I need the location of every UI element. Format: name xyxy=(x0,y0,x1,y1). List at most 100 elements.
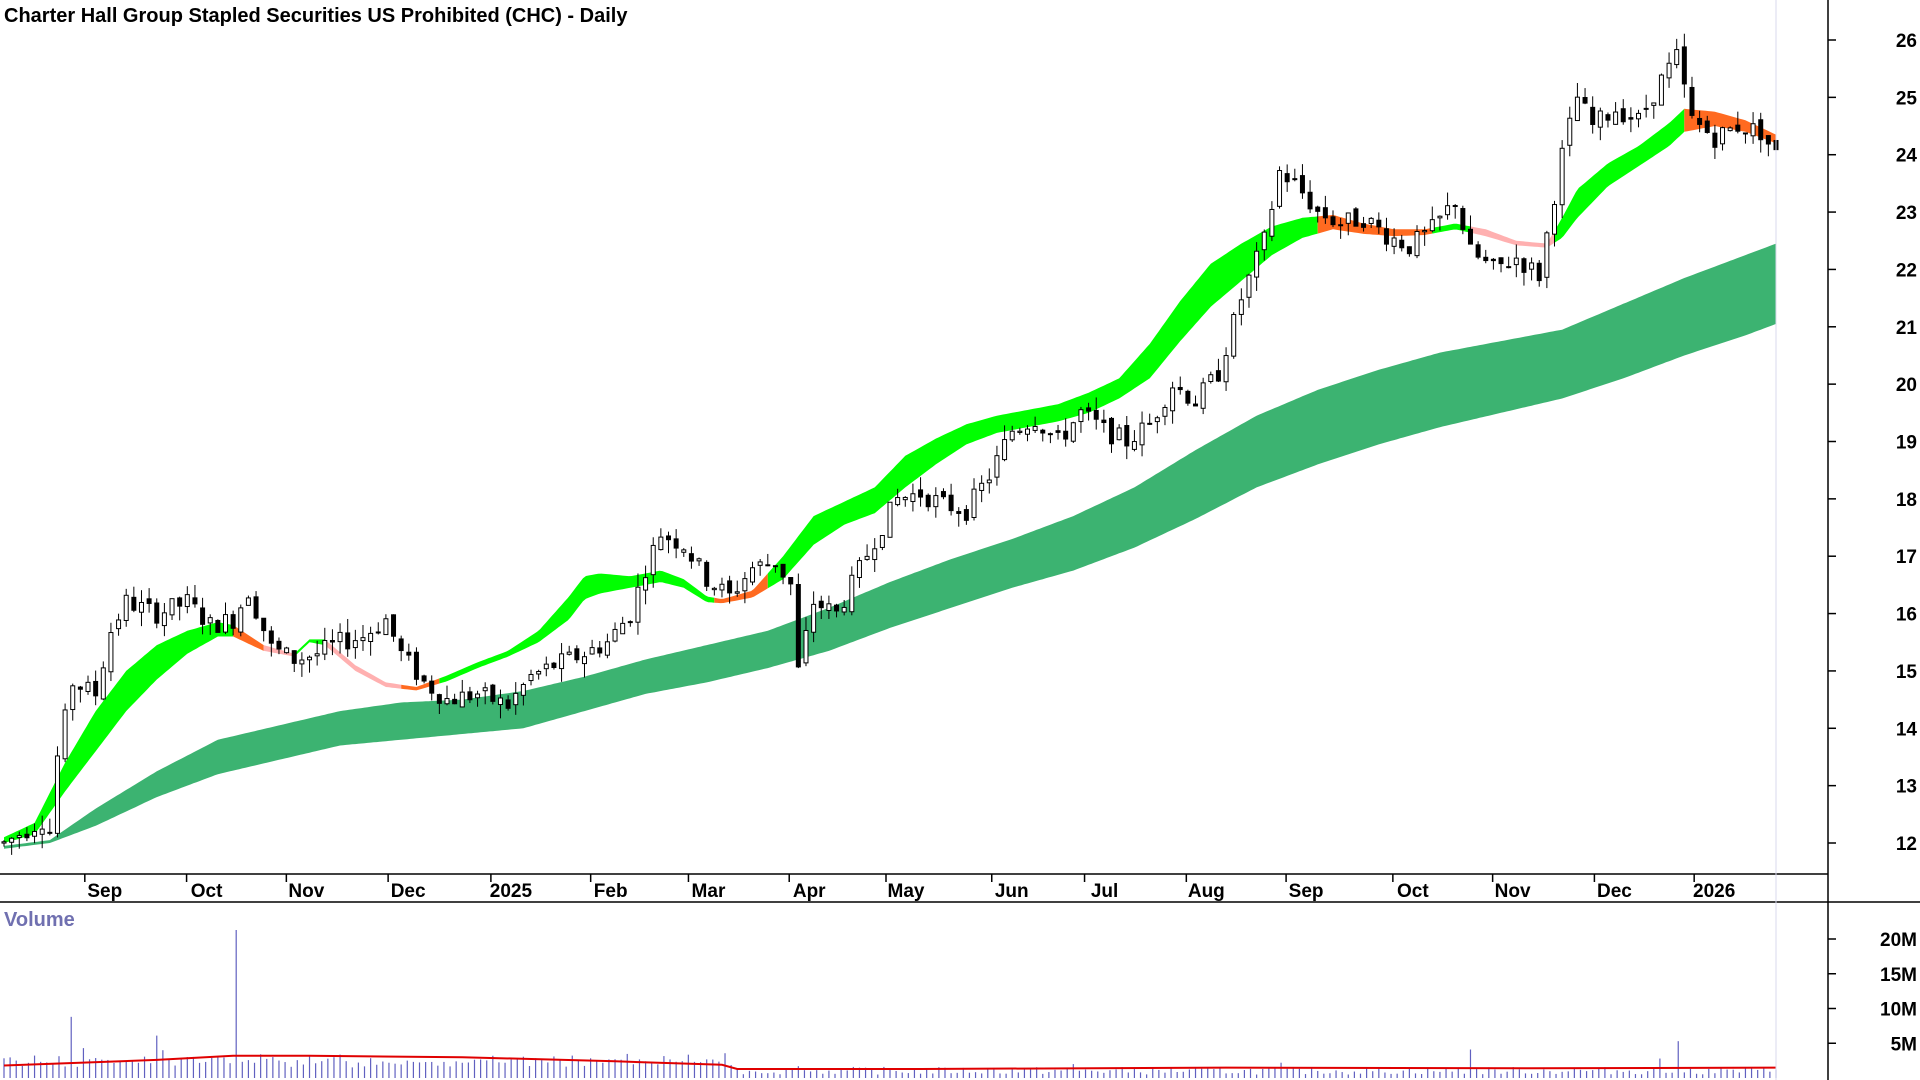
candle-body xyxy=(352,640,358,649)
candle-body xyxy=(1284,173,1290,183)
candle-body xyxy=(1406,246,1412,255)
candle-body xyxy=(207,617,213,624)
candle-body xyxy=(1047,433,1053,436)
candle-body xyxy=(688,553,694,562)
short-term-band-segment xyxy=(324,639,402,689)
short-term-band-segment xyxy=(4,622,234,843)
candle-body xyxy=(1643,107,1649,110)
candle-body xyxy=(1559,147,1565,206)
candle-body xyxy=(9,837,15,843)
candle-body xyxy=(513,692,519,706)
candle-body xyxy=(47,831,53,834)
candle-body xyxy=(1154,417,1160,423)
candle-body xyxy=(62,709,68,760)
candle-body xyxy=(1613,111,1619,125)
candle-body xyxy=(979,482,985,491)
candle-body xyxy=(1666,62,1672,79)
candle-body xyxy=(329,640,335,643)
x-tick-label: 2025 xyxy=(490,881,533,902)
candle-body xyxy=(627,621,633,624)
candle-body xyxy=(1002,439,1008,461)
candle-body xyxy=(1055,430,1061,433)
candle-body xyxy=(1383,228,1389,245)
candle-body xyxy=(948,494,954,512)
x-tick-label: 2026 xyxy=(1693,881,1735,902)
candle-body xyxy=(528,673,534,682)
candle-body xyxy=(872,548,878,561)
candle-body xyxy=(834,604,840,612)
candle-body xyxy=(666,535,671,541)
candle-body xyxy=(1223,355,1229,383)
candle-body xyxy=(391,614,397,637)
candle-body xyxy=(620,622,626,635)
candle-body xyxy=(1651,102,1657,106)
candle-body xyxy=(1330,216,1336,226)
candle-body xyxy=(803,630,809,664)
candle-body xyxy=(161,612,167,627)
candle-body xyxy=(971,488,977,519)
candle-body xyxy=(887,501,893,538)
candle-body xyxy=(16,835,22,839)
candle-body xyxy=(475,693,481,699)
candle-body xyxy=(1467,228,1473,245)
candle-body xyxy=(1758,119,1764,141)
candle-body xyxy=(490,684,496,702)
candle-body xyxy=(1170,387,1176,412)
candle-body xyxy=(253,596,259,619)
price-tick-label: 12 xyxy=(1896,834,1917,855)
short-term-band-segment xyxy=(439,570,715,684)
x-tick-label: Nov xyxy=(288,881,324,902)
x-tick-label: Jun xyxy=(995,881,1029,902)
candle-body xyxy=(566,651,572,655)
candle-body xyxy=(54,755,60,834)
candle-body xyxy=(146,598,152,604)
candle-body xyxy=(635,586,641,623)
candle-body xyxy=(1070,422,1076,442)
candle-body xyxy=(1452,205,1458,208)
candle-body xyxy=(398,638,404,652)
candle-body xyxy=(795,584,801,668)
candle-body xyxy=(1620,108,1626,123)
candle-body xyxy=(337,631,343,643)
candle-body xyxy=(1109,417,1114,445)
candle-body xyxy=(1376,219,1382,228)
candle-body xyxy=(108,632,114,673)
candle-body xyxy=(1422,229,1428,233)
candle-body xyxy=(268,630,274,644)
candle-body xyxy=(1246,274,1252,298)
candle-body xyxy=(536,670,542,675)
candle-body xyxy=(169,598,175,616)
candle-body xyxy=(589,647,595,655)
candle-body xyxy=(1017,430,1023,433)
candle-body xyxy=(1086,407,1092,412)
short-term-band-segment xyxy=(1554,108,1685,243)
candle-body xyxy=(1460,208,1466,230)
candle-body xyxy=(750,567,756,583)
candle-body xyxy=(1116,427,1122,441)
candle-body xyxy=(1024,428,1030,435)
candle-body xyxy=(299,659,305,665)
price-tick-label: 24 xyxy=(1896,146,1918,167)
x-tick-label: Oct xyxy=(191,881,223,902)
x-tick-label: Dec xyxy=(391,881,426,902)
candle-body xyxy=(1735,124,1741,132)
price-tick-label: 16 xyxy=(1896,605,1917,626)
candles-layer xyxy=(1,33,1779,855)
candle-body xyxy=(284,647,290,654)
candle-body xyxy=(581,656,587,665)
candle-body xyxy=(841,606,847,613)
candle-body xyxy=(1490,258,1496,262)
candle-body xyxy=(1552,204,1557,235)
candle-body xyxy=(1529,262,1535,270)
candle-body xyxy=(742,578,748,592)
candle-body xyxy=(429,680,435,694)
candle-body xyxy=(261,617,267,632)
candle-body xyxy=(956,511,962,514)
candle-body xyxy=(574,648,580,661)
candle-body xyxy=(215,619,221,633)
short-term-band-segment xyxy=(294,639,325,657)
candle-body xyxy=(727,580,733,594)
candle-body xyxy=(1506,266,1512,269)
